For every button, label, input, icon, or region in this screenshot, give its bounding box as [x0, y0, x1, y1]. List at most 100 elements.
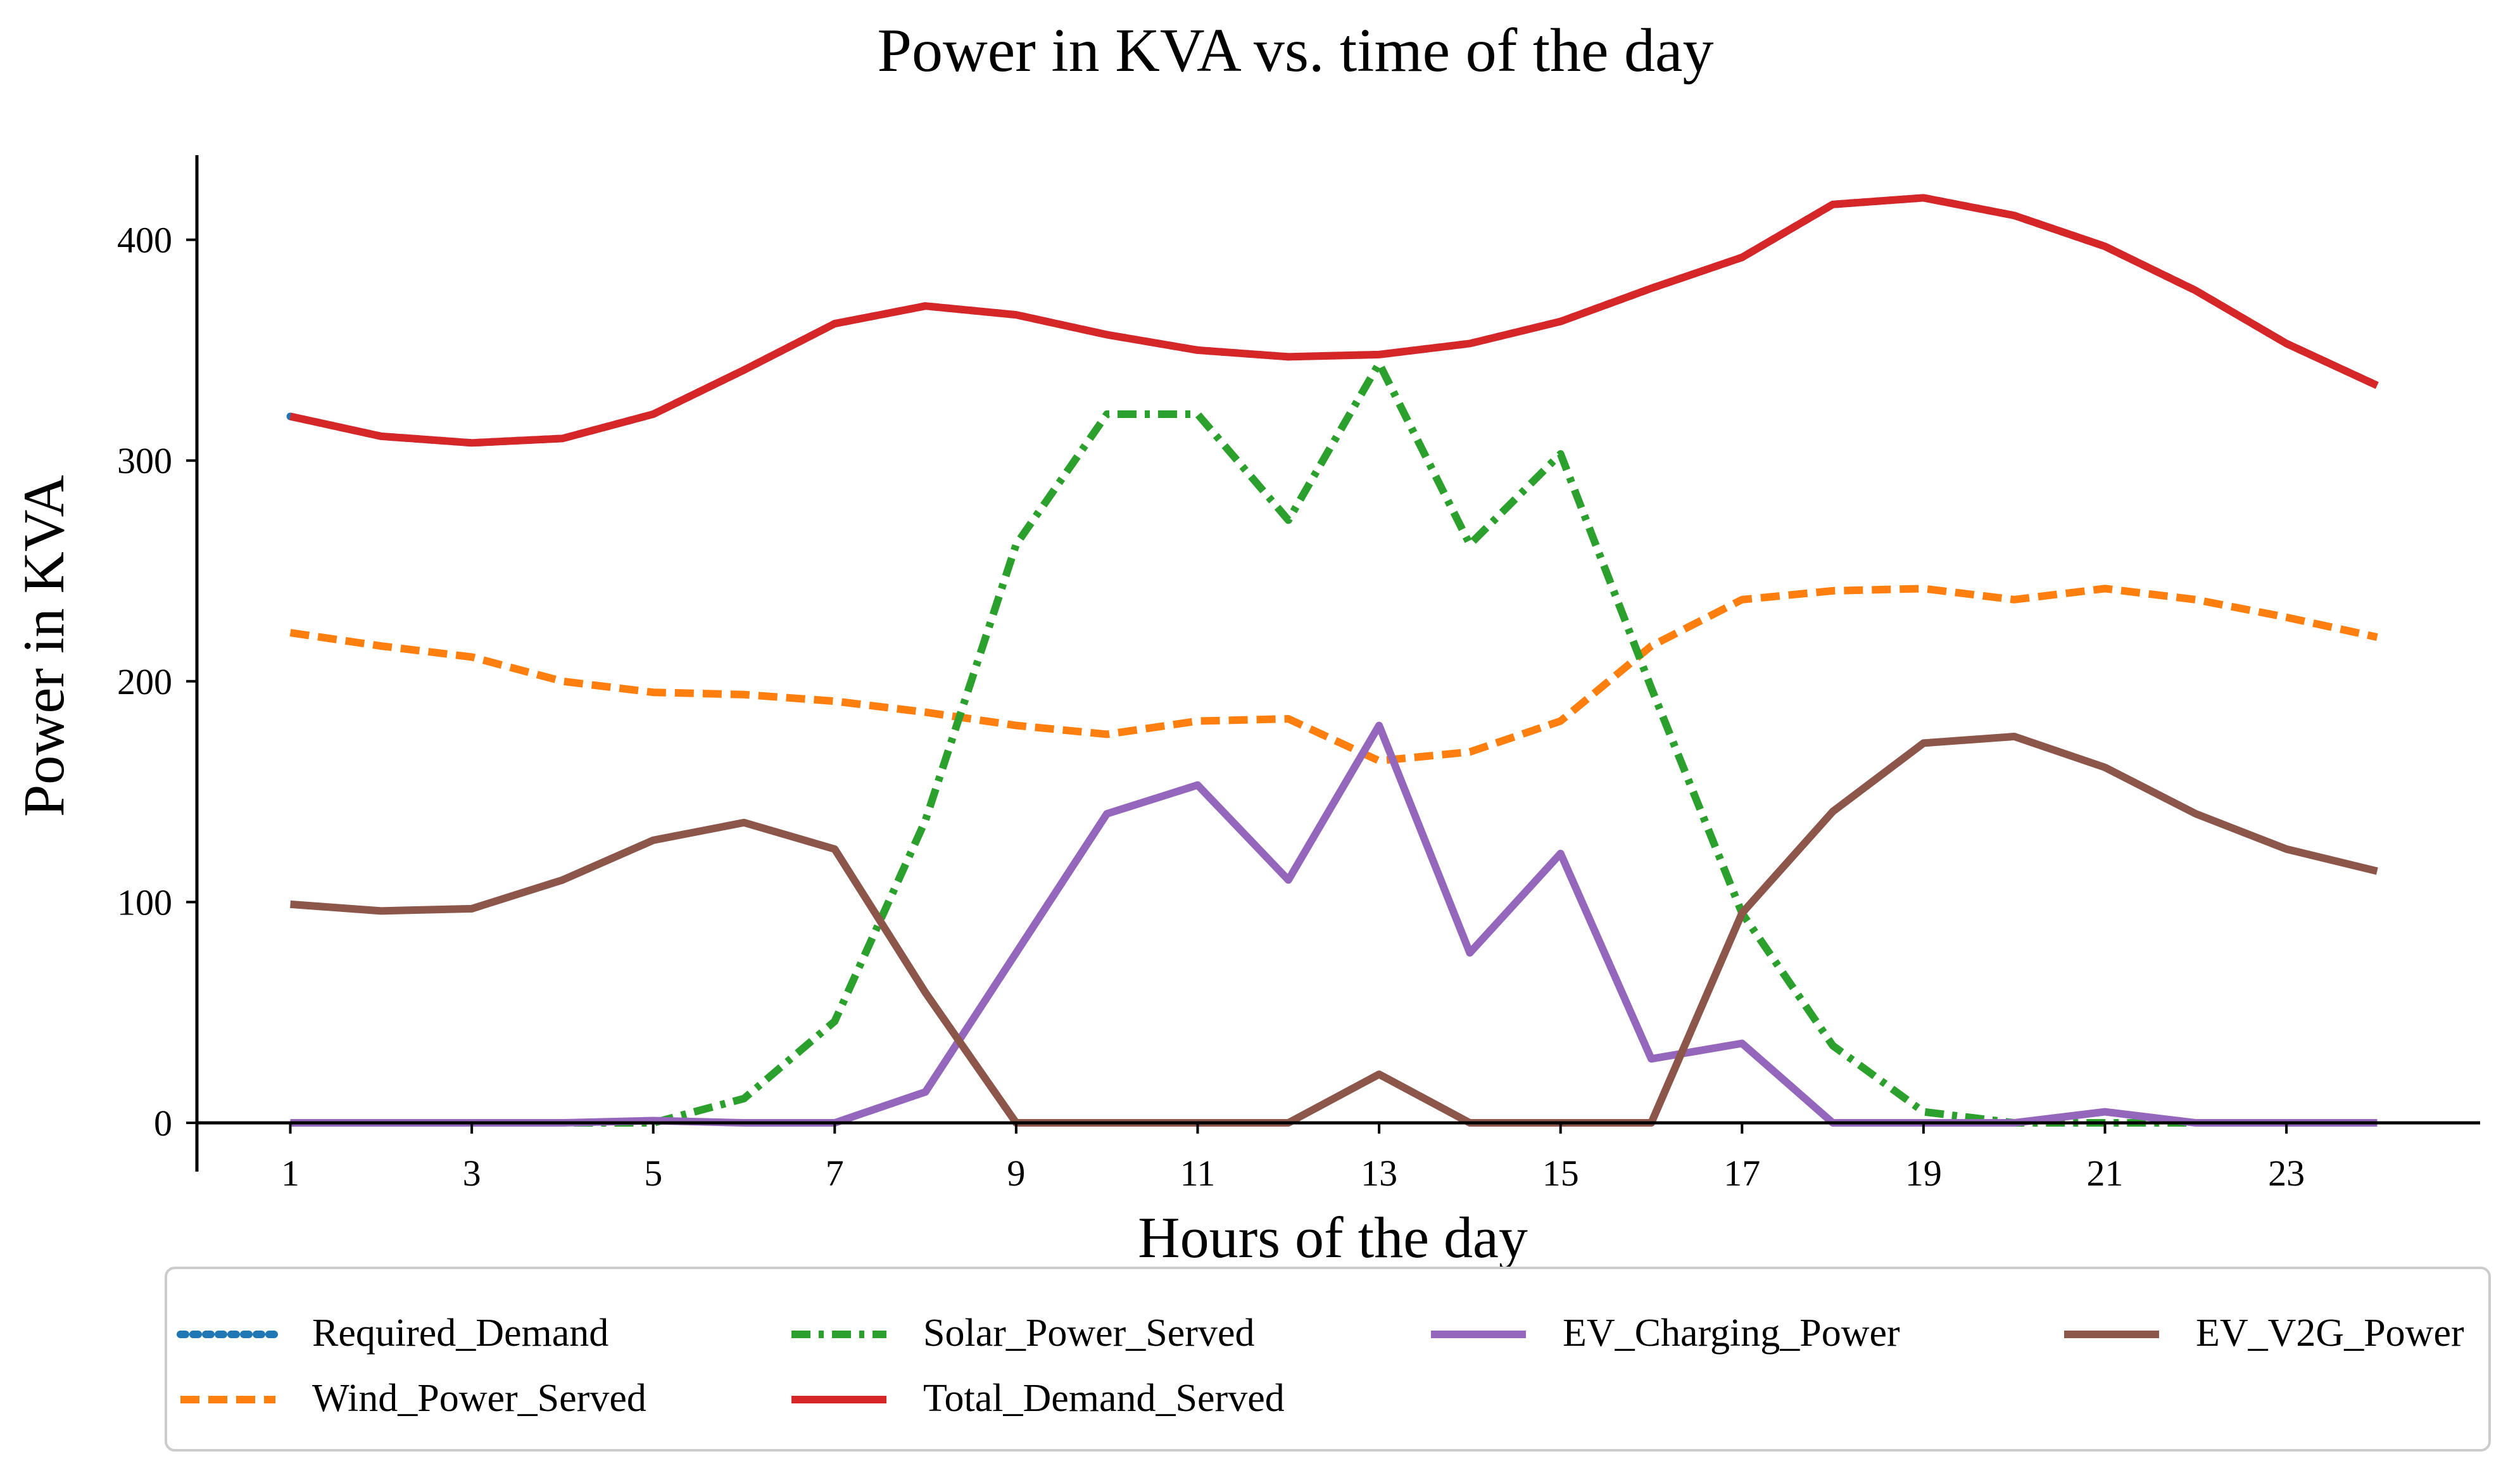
data-point	[1196, 719, 1200, 723]
data-point	[470, 907, 474, 911]
data-point	[470, 655, 474, 659]
data-point	[1922, 741, 1925, 745]
data-point	[1922, 1110, 1925, 1114]
y-tick-label: 100	[117, 882, 172, 923]
data-point	[1559, 852, 1563, 856]
data-point	[2103, 1110, 2107, 1114]
data-point	[924, 711, 928, 714]
legend-label: Required_Demand	[312, 1312, 608, 1355]
data-point	[289, 902, 293, 906]
data-point	[2375, 384, 2379, 388]
data-point	[1649, 1057, 1653, 1061]
x-tick-label: 13	[1361, 1153, 1397, 1194]
data-point	[1740, 598, 1744, 602]
data-point	[1105, 412, 1109, 416]
data-point	[1287, 518, 1290, 522]
data-point	[1377, 362, 1381, 365]
data-point	[1105, 732, 1109, 736]
data-point	[1377, 1072, 1381, 1076]
data-point	[560, 680, 564, 683]
data-point	[742, 1097, 746, 1101]
data-point	[2284, 847, 2288, 851]
data-point	[2012, 213, 2016, 217]
series-solar-power-served	[290, 359, 2378, 1127]
data-point	[1831, 589, 1835, 593]
y-tick-label: 0	[154, 1103, 172, 1144]
data-point	[1196, 348, 1200, 352]
data-point	[652, 412, 655, 416]
data-point	[1559, 719, 1563, 723]
chart-title: Power in KVA vs. time of the day	[877, 16, 1713, 85]
series-line-wind-power-served	[289, 585, 2378, 765]
data-point	[2375, 870, 2379, 873]
data-point	[1831, 809, 1835, 813]
data-point	[1014, 724, 1018, 728]
data-point	[833, 322, 836, 326]
x-tick-label: 7	[826, 1153, 844, 1194]
data-point	[2012, 598, 2016, 602]
legend: Required_Demand Solar_Power_Served EV_Char…	[165, 1267, 2491, 1452]
data-point	[560, 878, 564, 882]
y-tick-label: 300	[117, 440, 172, 481]
legend-label: Total_Demand_Served	[923, 1377, 1285, 1420]
data-point	[1105, 332, 1109, 336]
data-point	[1922, 196, 1925, 199]
data-point	[742, 821, 746, 825]
data-point	[1649, 644, 1653, 648]
series-total-demand-served	[289, 194, 2379, 447]
series-line-solar-power-served	[290, 359, 2378, 1127]
data-point	[289, 631, 293, 635]
series-line-ev-charging-power	[290, 721, 2378, 1127]
data-point	[560, 436, 564, 440]
data-point	[1468, 951, 1471, 955]
data-point	[1287, 878, 1290, 882]
y-tick-group: 0 100 200 300 400	[117, 220, 197, 1144]
data-point	[924, 990, 928, 994]
legend-label: Wind_Power_Served	[312, 1377, 646, 1420]
data-point	[1196, 783, 1200, 787]
legend-items: Required_Demand Solar_Power_Served EV_Char…	[177, 1312, 2464, 1420]
data-point	[289, 414, 293, 418]
data-point	[1105, 812, 1109, 816]
data-point	[2284, 341, 2288, 345]
data-point	[379, 644, 383, 648]
data-point	[1196, 412, 1200, 416]
data-point	[833, 699, 836, 703]
data-point	[1014, 543, 1018, 547]
x-tick-label: 5	[644, 1153, 662, 1194]
data-point	[2194, 289, 2198, 293]
x-tick-label: 9	[1007, 1153, 1025, 1194]
data-point	[1468, 341, 1471, 345]
data-point	[2103, 244, 2107, 248]
series-line-total-demand-served	[289, 194, 2379, 447]
data-point	[924, 1090, 928, 1094]
legend-label: EV_Charging_Power	[1563, 1312, 1900, 1355]
series-ev-charging-power	[290, 721, 2378, 1127]
data-point	[1831, 1044, 1835, 1047]
data-point	[1831, 203, 1835, 206]
data-point	[1740, 1042, 1744, 1046]
data-point	[833, 847, 836, 851]
data-point	[742, 368, 746, 372]
series-wind-power-served	[289, 585, 2378, 765]
series-ev-v2g-power	[289, 732, 2379, 1127]
y-tick-label: 400	[117, 220, 172, 261]
data-point	[2284, 616, 2288, 619]
data-point	[833, 1020, 836, 1023]
data-point	[924, 304, 928, 308]
data-point	[1377, 353, 1381, 357]
series-layer	[286, 194, 2381, 1127]
legend-item-ev-charging-power: EV_Charging_Power	[1431, 1312, 1900, 1355]
data-point	[1740, 255, 1744, 259]
series-line-ev-v2g-power	[290, 732, 2378, 1127]
data-point	[1468, 750, 1471, 754]
data-point	[1649, 286, 1653, 290]
data-point	[2103, 586, 2107, 590]
data-point	[2194, 812, 2198, 816]
x-tick-label: 19	[1905, 1153, 1942, 1194]
data-point	[1559, 452, 1563, 456]
legend-label: Solar_Power_Served	[923, 1312, 1254, 1355]
legend-label: EV_V2G_Power	[2196, 1312, 2464, 1355]
legend-item-total-demand-served: Total_Demand_Served	[791, 1377, 1285, 1420]
